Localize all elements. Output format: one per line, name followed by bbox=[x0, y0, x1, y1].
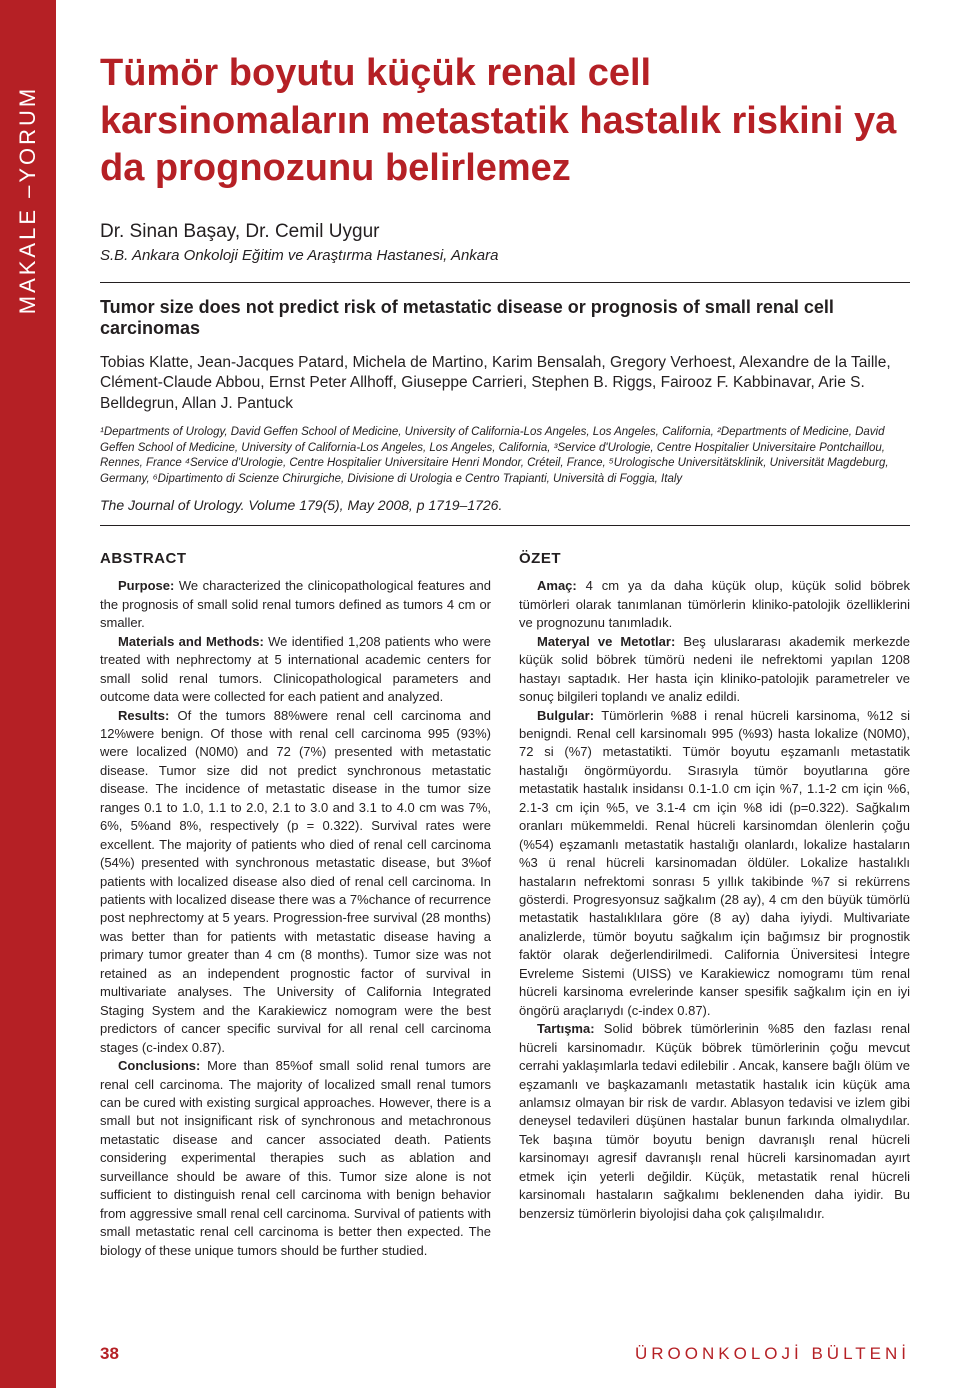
divider bbox=[100, 282, 910, 283]
sidebar-label: MAKALE –YORUM bbox=[15, 86, 41, 315]
ozet-bulgular: Bulgular: Tümörlerin %88 i renal hücreli… bbox=[519, 707, 910, 1021]
lead-results: Results: bbox=[118, 708, 169, 723]
ozet-heading: ÖZET bbox=[519, 550, 910, 567]
text-results: Of the tumors 88%were renal cell carcino… bbox=[100, 708, 491, 1055]
text-conclusions: More than 85%of small solid renal tumors… bbox=[100, 1058, 491, 1258]
lead-tartisma: Tartışma: bbox=[537, 1021, 595, 1036]
lead-bulgular: Bulgular: bbox=[537, 708, 594, 723]
two-column-body: ABSTRACT Purpose: We characterized the c… bbox=[100, 550, 910, 1260]
ozet-column: ÖZET Amaç: 4 cm ya da daha küçük olup, k… bbox=[519, 550, 910, 1260]
authors-en: Tobias Klatte, Jean-Jacques Patard, Mich… bbox=[100, 353, 910, 416]
divider bbox=[100, 525, 910, 526]
journal-name: ÜROONKOLOJİ BÜLTENİ bbox=[635, 1344, 910, 1364]
ozet-materyal: Materyal ve Metotlar: Beş uluslararası a… bbox=[519, 633, 910, 707]
article-title-tr: Tümör boyutu küçük renal cell karsinomal… bbox=[100, 50, 910, 193]
affiliations-en: ¹Departments of Urology, David Geffen Sc… bbox=[100, 425, 910, 487]
text-amac: 4 cm ya da daha küçük olup, küçük solid … bbox=[519, 578, 910, 630]
page-content: Tümör boyutu küçük renal cell karsinomal… bbox=[100, 50, 910, 1260]
ozet-amac: Amaç: 4 cm ya da daha küçük olup, küçük … bbox=[519, 577, 910, 632]
lead-materyal: Materyal ve Metotlar: bbox=[537, 634, 675, 649]
abstract-purpose: Purpose: We characterized the clinicopat… bbox=[100, 577, 491, 632]
abstract-results: Results: Of the tumors 88%were renal cel… bbox=[100, 707, 491, 1058]
page-number: 38 bbox=[100, 1344, 119, 1364]
lead-conclusions: Conclusions: bbox=[118, 1058, 200, 1073]
text-tartisma: Solid böbrek tümörlerinin %85 den fazlas… bbox=[519, 1021, 910, 1221]
citation: The Journal of Urology. Volume 179(5), M… bbox=[100, 497, 910, 513]
lead-methods: Materials and Methods: bbox=[118, 634, 264, 649]
abstract-methods: Materials and Methods: We identified 1,2… bbox=[100, 633, 491, 707]
lead-amac: Amaç: bbox=[537, 578, 577, 593]
page-footer: 38 ÜROONKOLOJİ BÜLTENİ bbox=[100, 1344, 910, 1364]
article-title-en: Tumor size does not predict risk of meta… bbox=[100, 297, 910, 339]
abstract-heading: ABSTRACT bbox=[100, 550, 491, 567]
abstract-conclusions: Conclusions: More than 85%of small solid… bbox=[100, 1057, 491, 1260]
ozet-tartisma: Tartışma: Solid böbrek tümörlerinin %85 … bbox=[519, 1020, 910, 1223]
affiliation-tr: S.B. Ankara Onkoloji Eğitim ve Araştırma… bbox=[100, 247, 910, 264]
text-bulgular: Tümörlerin %88 i renal hücreli karsinoma… bbox=[519, 708, 910, 1018]
abstract-column: ABSTRACT Purpose: We characterized the c… bbox=[100, 550, 491, 1260]
authors-tr: Dr. Sinan Başay, Dr. Cemil Uygur bbox=[100, 221, 910, 243]
lead-purpose: Purpose: bbox=[118, 578, 174, 593]
